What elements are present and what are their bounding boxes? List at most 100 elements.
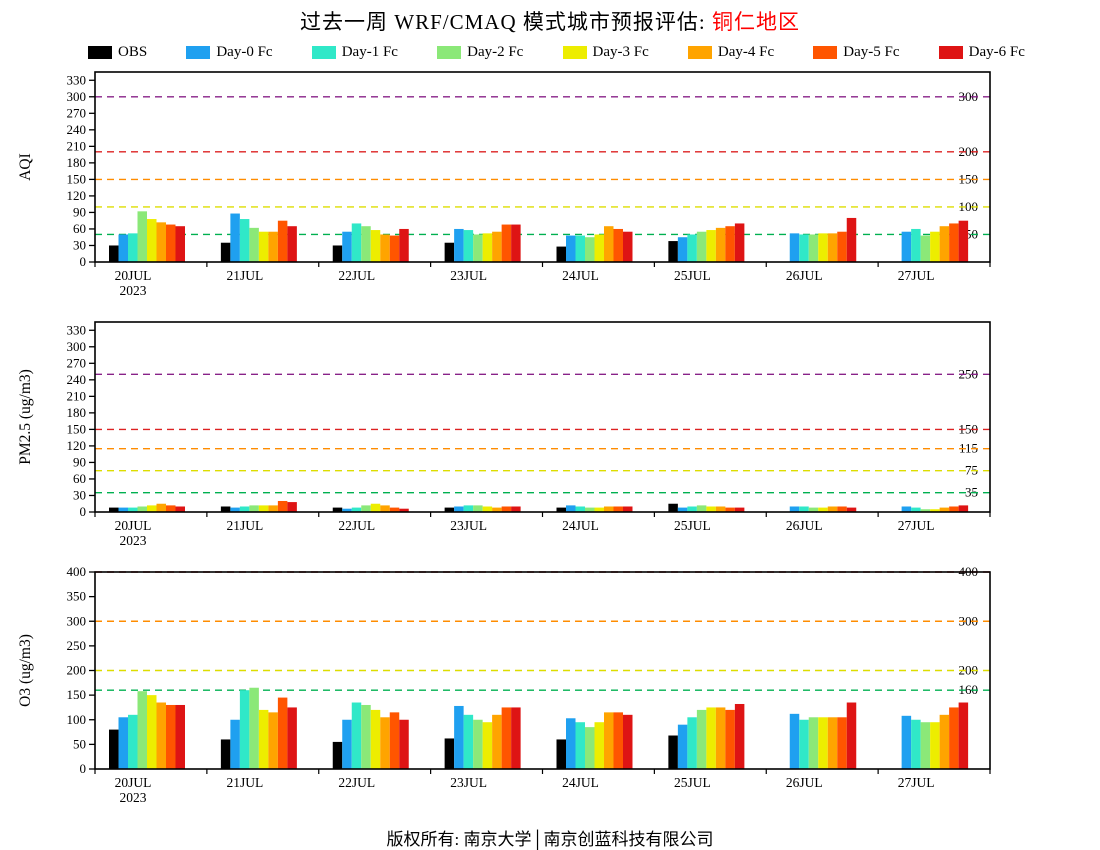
bar-day-4-fc bbox=[715, 506, 726, 512]
bar-day-5-fc bbox=[166, 224, 176, 262]
bar-day-4-fc bbox=[604, 506, 614, 512]
bar-day-4-fc bbox=[715, 227, 726, 262]
bar-day-2-fc bbox=[920, 722, 931, 769]
y-axis-title: AQI bbox=[17, 153, 34, 181]
bar-day-2-fc bbox=[920, 235, 931, 262]
bar-day-2-fc bbox=[696, 231, 707, 262]
x-tick-label: 22JUL bbox=[338, 518, 375, 533]
bar-day-0-fc bbox=[454, 228, 464, 262]
o3-panel: 0 50 100 150 200 250 300 350 400 160 200 300 400 20JU… bbox=[0, 564, 1100, 823]
x-tick-label: 27JUL bbox=[898, 518, 935, 533]
bar-obs bbox=[668, 241, 678, 262]
bar-day-1-fc bbox=[463, 505, 474, 512]
bar-day-3-fc bbox=[818, 717, 828, 769]
bar-obs bbox=[668, 735, 678, 769]
bar-day-1-fc bbox=[799, 234, 809, 262]
bar-day-3-fc bbox=[147, 695, 157, 769]
bar-day-0-fc bbox=[677, 507, 688, 512]
bar-day-6-fc bbox=[846, 217, 857, 262]
bar-day-2-fc bbox=[585, 727, 595, 769]
page-title-text: 过去一周 WRF/CMAQ 模式城市预报评估: bbox=[300, 10, 712, 34]
y-axis-title: PM2.5 (ug/m3) bbox=[17, 369, 34, 465]
legend-item: Day-5 Fc bbox=[813, 43, 900, 61]
bar-day-6-fc bbox=[734, 223, 745, 262]
bar-day-3-fc bbox=[370, 230, 381, 262]
y-tick-label: 240 bbox=[67, 372, 87, 387]
x-year-label: 2023 bbox=[120, 790, 147, 805]
bar-day-5-fc bbox=[725, 226, 735, 262]
bar-day-5-fc bbox=[613, 712, 623, 769]
legend-swatch-icon bbox=[88, 45, 112, 59]
bar-day-5-fc bbox=[725, 507, 735, 512]
legend-item: Day-0 Fc bbox=[186, 44, 273, 61]
bar-day-5-fc bbox=[389, 712, 400, 769]
x-tick-label: 20JUL bbox=[115, 268, 152, 283]
bar-day-3-fc bbox=[147, 505, 157, 512]
bar-day-5-fc bbox=[166, 505, 176, 512]
x-tick-label: 24JUL bbox=[562, 775, 599, 790]
bar-day-2-fc bbox=[473, 234, 483, 262]
y-tick-label: 0 bbox=[80, 761, 87, 776]
bar-day-4-fc bbox=[827, 233, 838, 262]
bar-obs bbox=[220, 242, 231, 262]
bar-day-6-fc bbox=[623, 714, 633, 769]
bar-day-0-fc bbox=[342, 231, 352, 262]
x-tick-label: 24JUL bbox=[562, 518, 599, 533]
bar-day-3-fc bbox=[594, 507, 604, 512]
legend-label: Day-1 Fc bbox=[341, 43, 398, 60]
bar-day-0-fc bbox=[901, 715, 912, 769]
bar-day-0-fc bbox=[789, 233, 800, 262]
bar-day-3-fc bbox=[258, 709, 269, 769]
bar-day-2-fc bbox=[808, 234, 819, 262]
y-tick-label: 120 bbox=[67, 188, 87, 203]
bar-day-3-fc bbox=[818, 233, 828, 262]
bar-day-2-fc bbox=[585, 237, 595, 262]
x-tick-label: 21JUL bbox=[227, 518, 264, 533]
bar-day-1-fc bbox=[351, 702, 362, 769]
legend-item: Day-2 Fc bbox=[437, 44, 523, 61]
bar-day-0-fc bbox=[230, 507, 240, 512]
bar-obs bbox=[556, 246, 566, 262]
legend-label: Day-5 Fc bbox=[843, 43, 900, 60]
bar-day-0-fc bbox=[901, 506, 912, 512]
y-tick-label: 50 bbox=[73, 736, 86, 751]
y-tick-label: 0 bbox=[80, 254, 87, 269]
legend-item: Day-1 Fc bbox=[311, 43, 398, 61]
bar-day-0-fc bbox=[342, 719, 352, 769]
y-tick-label: 330 bbox=[67, 72, 87, 87]
bar-day-6-fc bbox=[511, 707, 521, 769]
bar-day-3-fc bbox=[258, 505, 269, 512]
bar-day-0-fc bbox=[454, 506, 464, 512]
y-tick-label: 120 bbox=[67, 438, 87, 453]
bar-day-5-fc bbox=[837, 717, 847, 769]
threshold-label: 250 bbox=[959, 366, 979, 381]
bar-day-6-fc bbox=[734, 703, 745, 769]
threshold-label: 150 bbox=[959, 171, 979, 186]
y-tick-label: 90 bbox=[73, 454, 86, 469]
threshold-label: 150 bbox=[959, 421, 979, 436]
y-tick-label: 300 bbox=[67, 89, 87, 104]
bar-day-1-fc bbox=[911, 507, 921, 512]
bar-day-4-fc bbox=[604, 226, 614, 262]
copyright-footer: 版权所有: 南京大学│南京创蓝科技有限公司 bbox=[386, 830, 714, 849]
bar-day-5-fc bbox=[277, 220, 288, 262]
bar-day-2-fc bbox=[585, 507, 595, 512]
bar-day-1-fc bbox=[463, 230, 474, 262]
x-tick-label: 25JUL bbox=[674, 518, 711, 533]
bar-day-0-fc bbox=[118, 507, 128, 512]
bar-day-4-fc bbox=[715, 707, 726, 769]
bar-day-1-fc bbox=[239, 219, 250, 262]
bar-day-3-fc bbox=[930, 509, 940, 512]
x-tick-label: 26JUL bbox=[786, 775, 823, 790]
aqi-panel: 0 30 60 90 120 150 180 210 240 270 300 330 50 100 150 2… bbox=[0, 66, 1100, 316]
bar-day-1-fc bbox=[463, 714, 474, 769]
bar-day-0-fc bbox=[566, 718, 576, 769]
bar-obs bbox=[444, 507, 455, 512]
y-tick-label: 240 bbox=[67, 122, 87, 137]
bar-day-5-fc bbox=[501, 506, 512, 512]
bar-day-5-fc bbox=[166, 704, 176, 769]
x-tick-label: 24JUL bbox=[562, 268, 599, 283]
bar-day-2-fc bbox=[808, 717, 819, 769]
bar-day-6-fc bbox=[399, 228, 409, 262]
legend-swatch-icon bbox=[186, 45, 211, 59]
